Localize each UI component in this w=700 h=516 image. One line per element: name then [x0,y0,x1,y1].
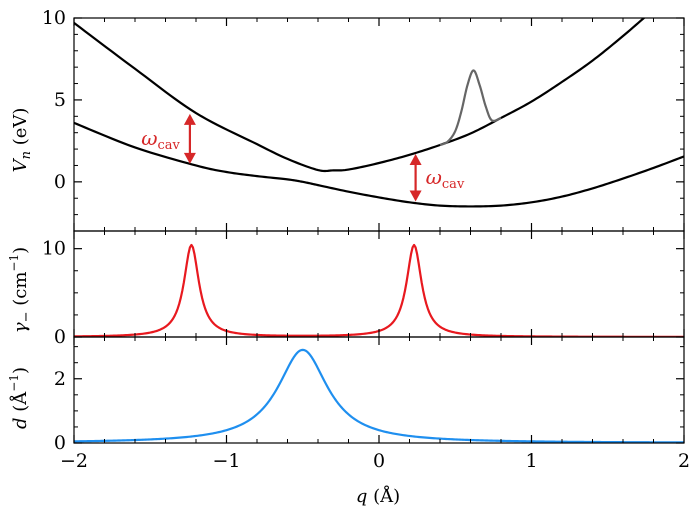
coupling-panel: 0 2 −2 −1 0 1 2 [54,336,690,472]
mid-ylabel: γ− (cm−1) [7,247,34,333]
arrow-head-up [409,153,422,165]
series-group [74,18,684,208]
upper-potential-surface-line [74,18,646,173]
x-tick-label: 1 [525,450,537,472]
series-group [74,348,684,443]
panel-frame [73,17,685,232]
y-tick-label: 0 [54,432,66,454]
top-ylabel: Vn (eV) [10,108,34,173]
arrow-head-up [183,113,196,125]
arrow-head-down [183,152,196,164]
omega-cav-annotation: ωcav [141,113,196,164]
series-group [74,243,684,337]
x-tick-label: 0 [373,450,385,472]
nonadiabatic-coupling-line [74,348,684,443]
omega-cav-label: ωcav [141,126,180,153]
y-tick-label: 0 [54,326,66,348]
lower-potential-surface-line [74,121,684,208]
x-axis-label: q (Å) [356,485,400,507]
x-tick-label: −1 [212,450,240,472]
wavepacket-line [439,69,502,147]
arrow-head-down [409,190,422,202]
panel-frame [73,230,685,338]
y-tick-label: 0 [54,171,66,193]
y-tick-label: 10 [42,238,66,260]
x-tick-label: 2 [678,450,690,472]
y-tick-label: 2 [54,368,66,390]
decay-rate-panel: 0 10 [42,230,685,348]
y-tick-label: 10 [42,7,66,29]
y-tick-label: 5 [54,89,66,111]
omega-cav-label: ωcav [426,165,465,192]
omega-cav-annotation: ωcav [409,153,465,202]
panel-frame [73,336,685,444]
bot-ylabel: d (Å−1) [7,367,31,429]
decay-rate-line [74,243,684,337]
x-tick-label: −2 [60,450,88,472]
potential-energy-panel: 0 5 10 ωcav ωcav [42,7,685,232]
